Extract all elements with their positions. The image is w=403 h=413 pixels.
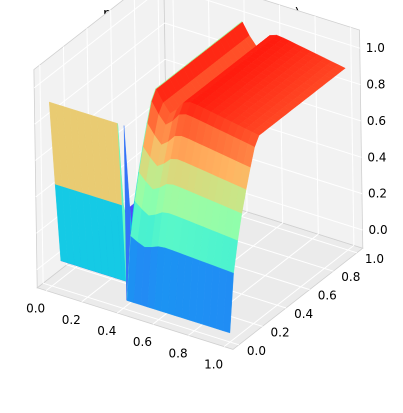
z-tick-label: 0.0 <box>369 223 388 237</box>
axis-ticks: 0.0 0.2 0.4 0.6 0.8 1.0 0.0 0.2 0.4 0.6 0.8 1.0 0.0 0… <box>26 41 388 371</box>
grid-line <box>39 65 44 284</box>
z-tick-label: 0.8 <box>366 78 385 92</box>
x-tick-label: 0.2 <box>62 313 81 327</box>
z-tick-label: 0.2 <box>368 187 387 201</box>
x-tick-label: 0.6 <box>133 335 152 349</box>
y-tick-label: 0.2 <box>271 325 290 339</box>
surface-face <box>222 270 234 334</box>
z-tick-label: 0.4 <box>367 150 386 164</box>
y-tick-label: 0.4 <box>294 307 313 321</box>
grid-line <box>33 0 148 89</box>
y-tick-label: 0.0 <box>247 344 266 358</box>
y-tick-label: 1.0 <box>365 252 384 266</box>
x-tick-label: 0.8 <box>169 346 188 360</box>
grid-line <box>223 245 355 347</box>
surface-mesh <box>48 20 346 334</box>
x-tick-label: 1.0 <box>204 358 223 372</box>
grid-line <box>314 16 319 235</box>
z-tick-label: 0.6 <box>367 114 386 128</box>
y-tick-label: 0.6 <box>318 289 337 303</box>
grid-line <box>204 0 360 49</box>
grid-line <box>350 27 355 246</box>
grid-line <box>42 282 240 346</box>
grid-line <box>133 0 138 210</box>
z-tick-label: 1.0 <box>366 41 385 55</box>
x-tick-label: 0.0 <box>26 302 45 316</box>
y-tick-label: 0.8 <box>341 270 360 284</box>
surface-face <box>123 125 131 301</box>
x-tick-label: 0.4 <box>97 324 116 338</box>
